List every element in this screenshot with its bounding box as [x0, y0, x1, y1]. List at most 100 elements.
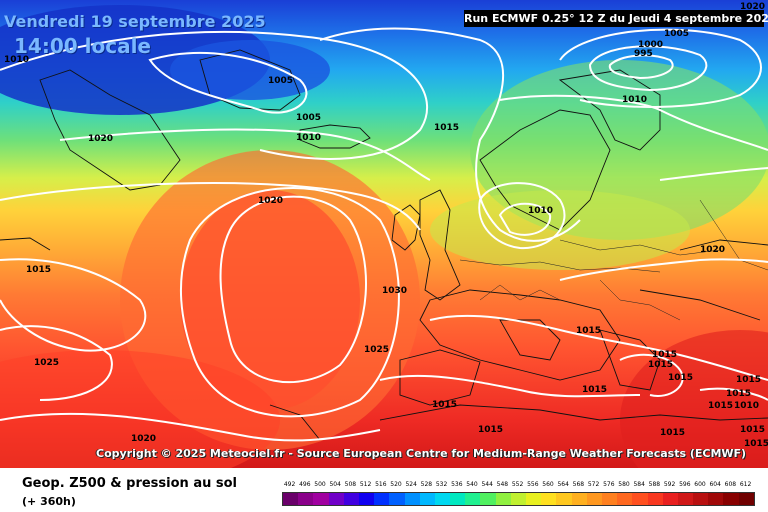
scale-label: 524 — [405, 481, 417, 488]
scale-label: 596 — [679, 481, 691, 488]
scale-swatch — [677, 493, 694, 505]
scale-label: 504 — [329, 481, 341, 488]
scale-label: 492 — [283, 481, 296, 488]
scale-label: 572 — [587, 481, 600, 488]
scale-swatch — [571, 493, 587, 505]
isobar-label: 1015 — [432, 400, 457, 410]
isobar-label: 1010 — [734, 401, 759, 411]
isobar-label: 1020 — [88, 134, 113, 144]
scale-label: 592 — [663, 481, 676, 488]
scale-swatch — [480, 493, 496, 505]
scale-swatch — [586, 493, 602, 505]
isobar-label: 1010 — [296, 133, 321, 143]
isobar-label: 1015 — [478, 425, 503, 435]
copyright-notice: Copyright © 2025 Meteociel.fr - Source E… — [96, 447, 747, 460]
isobar-label: 995 — [634, 49, 653, 59]
scale-swatch — [556, 493, 572, 505]
scale-swatch — [358, 493, 375, 505]
isobar-label: 1005 — [664, 29, 689, 39]
scale-label: 508 — [344, 481, 357, 488]
isobar-label: 1015 — [576, 326, 601, 336]
isobar-label: 1005 — [296, 113, 321, 123]
scale-swatch — [283, 493, 299, 505]
scale-swatch — [450, 493, 466, 505]
weather-map: 1010 1005 1005 1010 1020 1015 1020 1000 … — [0, 0, 768, 468]
isobar-label: 1015 — [708, 401, 733, 411]
isobar-label: 1020 — [258, 196, 283, 206]
forecast-date: Vendredi 19 septembre 2025 — [4, 12, 266, 31]
scale-label: 600 — [694, 481, 706, 488]
scale-label: 568 — [572, 481, 585, 488]
scale-swatch — [298, 493, 314, 505]
scale-swatch — [374, 493, 390, 505]
isobar-label: 1010 — [528, 206, 553, 216]
scale-label: 576 — [603, 481, 615, 488]
isobar-label: 1030 — [382, 286, 407, 296]
isobar-label: 1015 — [726, 389, 751, 399]
isobar-label: 1005 — [268, 76, 293, 86]
isobar-label: 1025 — [34, 358, 59, 368]
scale-label: 552 — [511, 481, 524, 488]
scale-label: 588 — [648, 481, 661, 488]
isobar-label: 1015 — [652, 350, 677, 360]
scale-swatch — [510, 493, 526, 505]
isobar-label: 1000 — [638, 40, 663, 50]
isobar-label: 1015 — [434, 123, 459, 133]
isobar-label: 1010 — [4, 55, 29, 65]
low-z500-blob-iceland — [170, 40, 330, 100]
isobar-label: 1015 — [744, 439, 768, 449]
scale-swatch — [328, 493, 344, 505]
scale-label: 580 — [618, 481, 630, 488]
isobar-label: 1015 — [582, 385, 607, 395]
scale-label: 496 — [299, 481, 311, 488]
scale-swatch — [632, 493, 648, 505]
scale-label: 528 — [420, 481, 433, 488]
scale-label: 520 — [390, 481, 402, 488]
scale-swatch — [723, 493, 739, 505]
model-run-label: Run ECMWF 0.25° 12 Z du Jeudi 4 septembr… — [464, 10, 768, 27]
scale-swatch — [617, 493, 633, 505]
scale-swatch — [419, 493, 435, 505]
scale-label: 548 — [496, 481, 509, 488]
isobar-label: 1020 — [700, 245, 725, 255]
isobar-label: 1010 — [622, 95, 647, 105]
scale-swatch — [541, 493, 557, 505]
scale-label: 556 — [527, 481, 539, 488]
scale-swatch — [647, 493, 663, 505]
isobar-label: 1020 — [740, 2, 765, 12]
scale-label: 564 — [557, 481, 569, 488]
geopotential-field: 1010 1005 1005 1010 1020 1015 1020 1000 … — [0, 2, 768, 468]
forecast-time: 14:00 locale — [14, 34, 151, 58]
isobar-label: 1015 — [660, 428, 685, 438]
scale-label: 608 — [724, 481, 737, 488]
scale-swatch — [662, 493, 678, 505]
scale-label: 612 — [739, 481, 752, 488]
scale-swatch — [343, 493, 359, 505]
forecast-lead-time: (+ 360h) — [22, 495, 76, 508]
high-z500-blob-southwest — [0, 350, 280, 468]
scale-swatch — [708, 493, 724, 505]
scale-swatch — [526, 493, 542, 505]
isobar-labels: 1010 1005 1005 1010 1020 1015 1020 1000 … — [4, 2, 768, 449]
scale-swatch — [389, 493, 405, 505]
scale-swatch — [601, 493, 618, 505]
isobar-label: 1015 — [736, 375, 761, 385]
scale-label: 560 — [542, 481, 554, 488]
scale-swatch — [465, 493, 481, 505]
color-scale-bar — [282, 492, 755, 506]
scale-swatch — [434, 493, 451, 505]
scale-label: 540 — [466, 481, 478, 488]
isobars — [0, 27, 768, 442]
scale-swatch — [404, 493, 420, 505]
scale-swatch — [738, 493, 754, 505]
scale-label: 536 — [451, 481, 463, 488]
isobar-label: 1015 — [668, 373, 693, 383]
scale-swatch — [693, 493, 709, 505]
scale-label: 584 — [633, 481, 645, 488]
scale-label: 500 — [314, 481, 326, 488]
isobar-label: 1015 — [740, 425, 765, 435]
scale-label: 604 — [709, 481, 721, 488]
scale-label: 516 — [375, 481, 387, 488]
isobar-label: 1015 — [26, 265, 51, 275]
scale-label: 532 — [435, 481, 448, 488]
